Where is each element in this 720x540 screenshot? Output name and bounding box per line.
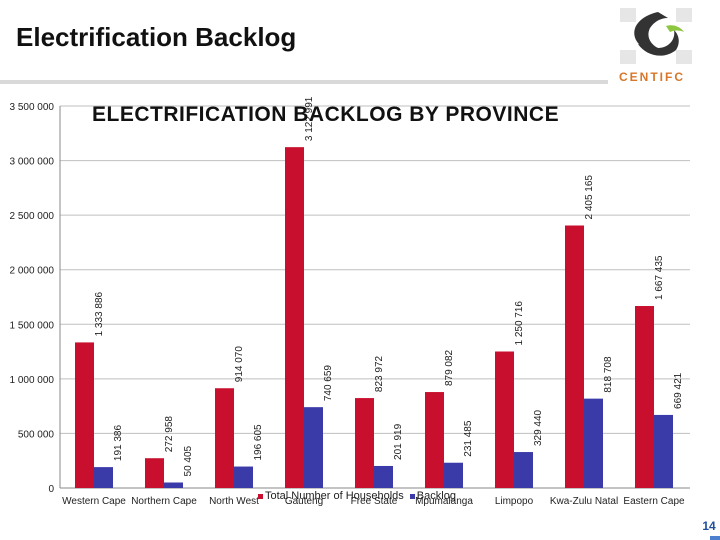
y-tick-label: 3 500 000 (10, 102, 55, 113)
bar-total (75, 342, 94, 488)
data-label: 3 122 991 (304, 96, 315, 141)
data-label: 201 919 (393, 423, 404, 460)
legend-swatch-backlog (409, 493, 415, 499)
x-tick-label: Western Cape (62, 496, 126, 507)
data-label: 231 485 (463, 420, 474, 457)
bar-backlog (304, 407, 323, 488)
bar-backlog (514, 452, 533, 488)
y-tick-label: 1 500 000 (10, 320, 55, 331)
data-label: 823 972 (374, 355, 385, 392)
data-label: 50 405 (183, 445, 194, 476)
data-label: 1 333 886 (94, 291, 105, 336)
data-label: 669 421 (673, 372, 684, 409)
x-tick-label: Eastern Cape (623, 496, 685, 507)
chart-title: ELECTRIFICATION BACKLOG BY PROVINCE (92, 103, 560, 126)
slide-title: Electrification Backlog (16, 22, 297, 52)
y-tick-label: 0 (48, 484, 54, 495)
x-tick-label: Kwa-Zulu Natal (550, 496, 618, 507)
legend-label-backlog: Backlog (416, 490, 456, 502)
y-tick-label: 500 000 (18, 429, 55, 440)
logo-wordmark: CENTIFC (619, 70, 685, 84)
title-divider (0, 80, 608, 84)
bar-backlog (164, 482, 183, 488)
y-tick-label: 3 000 000 (10, 157, 55, 168)
x-tick-label: Free State (351, 496, 398, 507)
centific-logo (620, 8, 692, 64)
chart-legend: Total Number of Households Backlog (258, 490, 456, 502)
bar-backlog (654, 414, 673, 488)
x-tick-label: Northern Cape (131, 496, 197, 507)
bar-backlog (584, 398, 603, 488)
bar-total (145, 458, 164, 488)
bar-backlog (444, 462, 463, 488)
bar-backlog (94, 467, 113, 488)
bar-total (635, 306, 654, 488)
page-number: 14 (698, 516, 720, 536)
bar-total (355, 398, 374, 488)
legend-swatch-total (258, 493, 263, 499)
x-tick-label: North West (209, 496, 259, 507)
data-label: 196 605 (253, 424, 264, 461)
legend-item-total: Total Number of Households (258, 490, 404, 502)
bar-total (425, 392, 444, 488)
y-tick-label: 2 000 000 (10, 266, 55, 277)
data-label: 329 440 (533, 409, 544, 446)
x-tick-label: Gauteng (285, 496, 323, 507)
bar-backlog (234, 466, 253, 488)
data-label: 1 667 435 (654, 255, 665, 300)
data-label: 2 405 165 (584, 175, 595, 220)
bar-total (215, 388, 234, 488)
bar-backlog (374, 465, 393, 488)
data-label: 191 386 (113, 425, 124, 462)
y-tick-label: 1 000 000 (10, 375, 55, 386)
data-label: 914 070 (234, 346, 245, 383)
legend-item-backlog: Backlog (409, 490, 456, 502)
y-tick-label: 2 500 000 (10, 211, 55, 222)
data-label: 1 250 716 (514, 301, 525, 346)
bar-total (495, 351, 514, 488)
data-label: 740 659 (323, 365, 334, 402)
bar-total (565, 225, 584, 489)
data-label: 818 708 (603, 356, 614, 393)
data-label: 272 958 (164, 416, 175, 453)
bar-total (285, 147, 304, 489)
data-label: 879 082 (444, 349, 455, 386)
x-tick-label: Limpopo (495, 496, 534, 507)
legend-label-total: Total Number of Households (265, 490, 404, 502)
x-tick-label: Mpumalanga (415, 496, 473, 507)
